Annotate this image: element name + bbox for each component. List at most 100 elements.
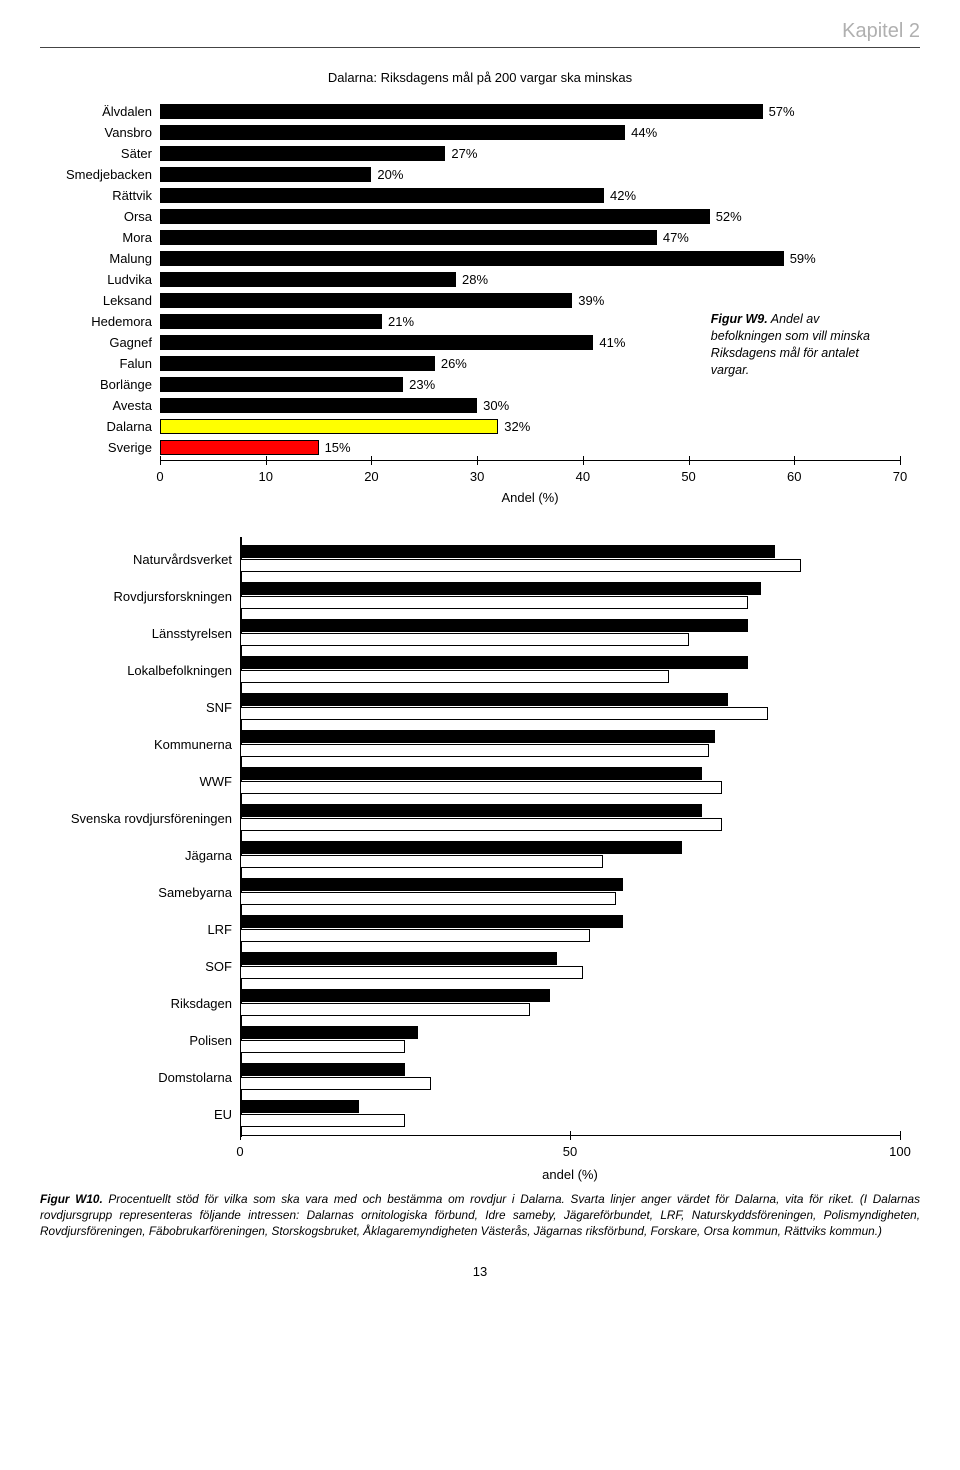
chart2-plot-area: [240, 800, 900, 837]
chart1-tick: [371, 456, 372, 465]
chart2-category-label: EU: [40, 1107, 240, 1122]
chart1-plot-area: 44%: [160, 122, 900, 143]
chart1-category-label: Dalarna: [40, 419, 160, 434]
chart2-row: Riksdagen: [40, 985, 900, 1022]
chart1-tick: [160, 456, 161, 465]
chart2-bar-riket: [240, 818, 722, 831]
chart2-plot-area: [240, 541, 900, 578]
chart2-row: WWF: [40, 763, 900, 800]
chart1-category-label: Mora: [40, 230, 160, 245]
chart1-row: Avesta30%: [40, 395, 900, 416]
chart1-row: Sverige15%: [40, 437, 900, 458]
chart2-row: Samebyarna: [40, 874, 900, 911]
chart2-bar-dalarna: [240, 915, 623, 928]
chart2-plot-area: [240, 726, 900, 763]
chart1-value-label: 27%: [445, 143, 477, 164]
chart1-value-label: 28%: [456, 269, 488, 290]
chart2-bar-dalarna: [240, 804, 702, 817]
chart2-tick-label: 50: [563, 1144, 577, 1159]
chart1-value-label: 26%: [435, 353, 467, 374]
chart2-bar-dalarna: [240, 989, 550, 1002]
chart2-tick: [570, 1131, 571, 1140]
chart2-row: EU: [40, 1096, 900, 1133]
chart1-tick: [266, 456, 267, 465]
chart2-bar-riket: [240, 855, 603, 868]
chart1-bar: [160, 188, 604, 203]
chart1-value-label: 44%: [625, 122, 657, 143]
chart1-bar: [160, 356, 435, 371]
chart1-category-label: Smedjebacken: [40, 167, 160, 182]
chart2-row: Kommunerna: [40, 726, 900, 763]
chart2-tick-label: 0: [236, 1144, 243, 1159]
chart2-category-label: LRF: [40, 922, 240, 937]
chart2-bar-riket: [240, 744, 709, 757]
chart2-plot-area: [240, 652, 900, 689]
chart2-row: Jägarna: [40, 837, 900, 874]
chart1-tick: [794, 456, 795, 465]
chart2-row: Länsstyrelsen: [40, 615, 900, 652]
chart1-row: Orsa52%: [40, 206, 900, 227]
chart2-category-label: Samebyarna: [40, 885, 240, 900]
chart1-category-label: Leksand: [40, 293, 160, 308]
page-number: 13: [40, 1264, 920, 1279]
chart2-bar-riket: [240, 1077, 431, 1090]
chart2-category-label: Polisen: [40, 1033, 240, 1048]
chart2-bar-dalarna: [240, 730, 715, 743]
chart2-category-label: Domstolarna: [40, 1070, 240, 1085]
chart2-bar-riket: [240, 670, 669, 683]
chart1-category-label: Ludvika: [40, 272, 160, 287]
chart1-bar: [160, 146, 445, 161]
chart1-plot-area: 42%: [160, 185, 900, 206]
chart1-row: Leksand39%: [40, 290, 900, 311]
chart2-tick: [900, 1131, 901, 1140]
chart1-tick-label: 0: [156, 469, 163, 484]
chart1-row: Mora 47%: [40, 227, 900, 248]
chart2-row: Polisen: [40, 1022, 900, 1059]
chart1-bar: [160, 293, 572, 308]
chart2-bar-dalarna: [240, 1026, 418, 1039]
chart1-category-label: Orsa: [40, 209, 160, 224]
chart1: Älvdalen57%Vansbro44%Säter27%Smedjebacke…: [40, 101, 900, 505]
chart1-title: Dalarna: Riksdagens mål på 200 vargar sk…: [40, 70, 920, 85]
chart1-tick-label: 70: [893, 469, 907, 484]
chart1-bar: [160, 419, 498, 434]
chart1-category-label: Falun: [40, 356, 160, 371]
chart1-tick-label: 60: [787, 469, 801, 484]
chart1-value-label: 41%: [593, 332, 625, 353]
chart2-bar-dalarna: [240, 693, 728, 706]
chart1-category-label: Malung: [40, 251, 160, 266]
chart1-tick: [583, 456, 584, 465]
chart1-tick: [689, 456, 690, 465]
chart1-row: Älvdalen57%: [40, 101, 900, 122]
chart1-tick-label: 40: [576, 469, 590, 484]
chart1-tick: [477, 456, 478, 465]
chart1-tick-label: 30: [470, 469, 484, 484]
chart2-category-label: Svenska rovdjursföreningen: [40, 811, 240, 826]
chart2-plot-area: [240, 1059, 900, 1096]
chart1-bar: [160, 209, 710, 224]
chart2-bar-riket: [240, 892, 616, 905]
chart1-value-label: 30%: [477, 395, 509, 416]
chart2-caption-title: Figur W10.: [40, 1192, 103, 1206]
chart2-bar-dalarna: [240, 1063, 405, 1076]
chart2-bar-dalarna: [240, 582, 761, 595]
chart1-row: Ludvika 28%: [40, 269, 900, 290]
chart2-plot-area: [240, 837, 900, 874]
chart2-plot-area: [240, 578, 900, 615]
chart1-bar: [160, 125, 625, 140]
chart1-plot-area: 59%: [160, 248, 900, 269]
chart1-row: Rättvik42%: [40, 185, 900, 206]
chart1-bar: [160, 377, 403, 392]
chart1-row: Malung59%: [40, 248, 900, 269]
chart1-bar: [160, 167, 371, 182]
chart2-plot-area: [240, 763, 900, 800]
chart2-bar-riket: [240, 559, 801, 572]
chart1-plot-area: 27%: [160, 143, 900, 164]
chart2-plot-area: [240, 1022, 900, 1059]
chart1-category-label: Borlänge: [40, 377, 160, 392]
chart1-value-label: 57%: [763, 101, 795, 122]
chart1-value-label: 42%: [604, 185, 636, 206]
chart1-value-label: 32%: [498, 416, 530, 437]
chart1-value-label: 47%: [657, 227, 689, 248]
chart1-tick-label: 20: [364, 469, 378, 484]
